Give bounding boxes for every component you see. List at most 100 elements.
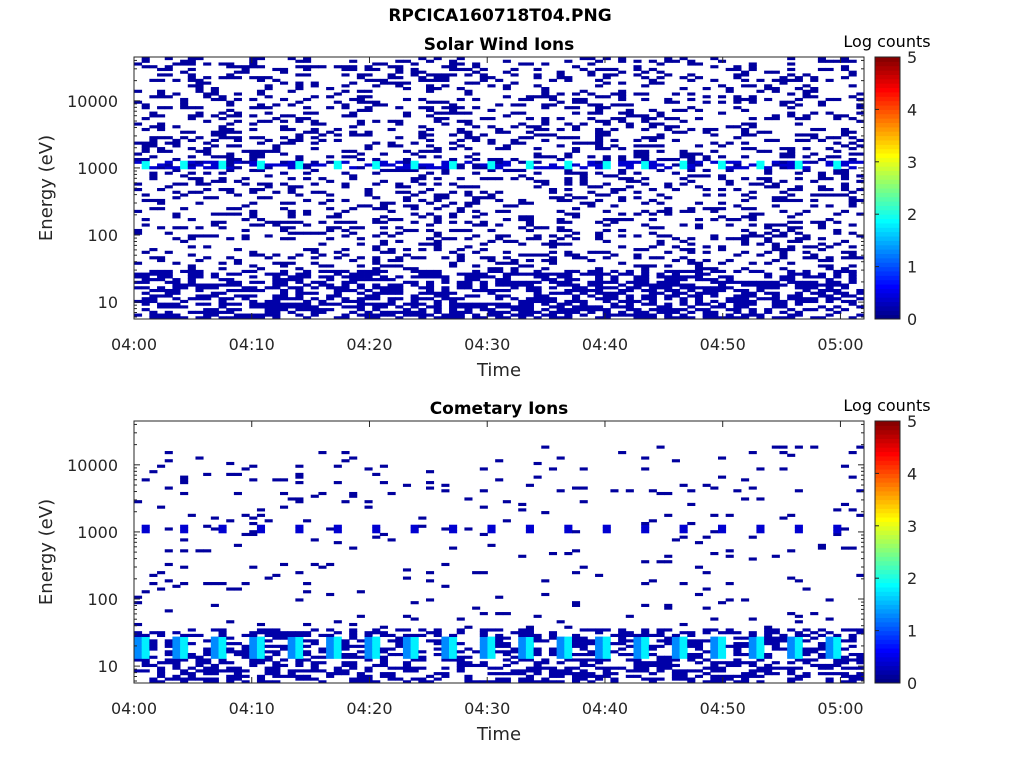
heatmap-cell <box>180 491 189 496</box>
heatmap-cell <box>449 108 458 112</box>
heatmap-cell <box>533 280 542 284</box>
heatmap-cell <box>249 464 258 468</box>
heatmap-cell <box>464 133 473 137</box>
heatmap-cell <box>349 130 358 134</box>
heatmap-cell <box>794 122 803 126</box>
heatmap-cell <box>187 62 196 66</box>
heatmap-cell <box>426 87 435 91</box>
heatmap-cell <box>487 196 496 200</box>
heatmap-cell <box>318 302 327 306</box>
heatmap-cell <box>456 258 465 263</box>
heatmap-cell <box>856 674 865 678</box>
heatmap-cell <box>310 95 319 99</box>
heatmap-cell <box>502 658 511 662</box>
heatmap-cell <box>195 655 204 659</box>
heatmap-cell <box>848 73 857 77</box>
heatmap-cell <box>395 286 404 290</box>
heatmap-cell <box>256 305 266 309</box>
heatmap-cell <box>372 663 381 668</box>
heatmap-cell <box>218 117 227 121</box>
heatmap-cell <box>464 674 473 678</box>
heatmap-cell <box>449 297 458 301</box>
colorbar-swatch <box>875 78 900 84</box>
heatmap-cell <box>272 573 281 577</box>
heatmap-cell <box>833 171 842 175</box>
colorbar-swatch <box>875 174 900 180</box>
heatmap-cell <box>272 628 281 632</box>
heatmap-cell <box>741 237 750 241</box>
heatmap-cell <box>241 288 250 293</box>
heatmap-cell <box>618 147 627 151</box>
heatmap-cell <box>556 92 565 96</box>
heatmap-cell <box>272 672 281 676</box>
heatmap-cell <box>794 655 803 659</box>
heatmap-cell <box>618 111 627 115</box>
heatmap-cell <box>195 549 204 553</box>
heatmap-cell <box>180 538 189 542</box>
heatmap-cell <box>218 125 227 129</box>
heatmap-cell <box>210 283 219 287</box>
heatmap-cell <box>817 628 826 632</box>
heatmap-cell <box>333 65 342 69</box>
heatmap-cell <box>210 144 219 148</box>
heatmap-cell <box>764 84 773 88</box>
heatmap-cell <box>464 111 473 115</box>
heatmap-cell <box>280 663 289 668</box>
heatmap-cell <box>748 212 757 216</box>
heatmap-cell <box>802 168 811 173</box>
heatmap-cell <box>564 166 573 170</box>
heatmap-cell <box>564 122 573 126</box>
heatmap-cell <box>710 617 719 621</box>
heatmap-cell <box>333 133 342 137</box>
heatmap-cell <box>810 286 819 290</box>
x-tick-label: 04:20 <box>346 335 392 354</box>
heatmap-cell <box>548 305 558 309</box>
heatmap-cell <box>548 234 558 238</box>
heatmap-cell <box>256 196 266 200</box>
heatmap-cell <box>656 114 665 118</box>
heatmap-cell <box>748 294 757 298</box>
colorbar-swatch <box>875 201 900 206</box>
heatmap-cell <box>502 500 511 504</box>
heatmap-cell <box>141 650 150 654</box>
heatmap-cell <box>479 256 488 260</box>
heatmap-cell <box>426 108 435 112</box>
heatmap-cell <box>472 313 481 317</box>
heatmap-cell <box>464 204 473 208</box>
heatmap-cell <box>402 680 412 684</box>
heatmap-cell <box>510 204 519 208</box>
heatmap-cell <box>349 278 358 282</box>
heatmap-cell <box>848 201 857 205</box>
heatmap-cell <box>287 138 296 143</box>
heatmap-cell <box>272 147 281 151</box>
heatmap-cell <box>710 299 719 304</box>
heatmap-cell <box>203 652 212 657</box>
heatmap-cell <box>679 283 688 287</box>
heatmap-cell <box>402 310 412 314</box>
heatmap-cell <box>372 294 381 298</box>
heatmap-cell <box>741 283 750 287</box>
heatmap-cell <box>702 288 711 293</box>
heatmap-cell <box>748 663 757 668</box>
heatmap-cell <box>172 650 181 654</box>
heatmap-cell <box>840 308 850 312</box>
heatmap-cell <box>418 248 427 252</box>
colorbar-tick-label: 2 <box>907 205 917 224</box>
heatmap-cell <box>441 316 450 320</box>
heatmap-cell <box>495 305 504 309</box>
heatmap-cell <box>572 283 581 287</box>
heatmap-cell <box>464 527 473 531</box>
heatmap-cell <box>218 133 227 137</box>
heatmap-cell <box>426 280 435 284</box>
heatmap-cell <box>487 666 496 670</box>
heatmap-cell <box>410 642 419 646</box>
heatmap-cell <box>433 198 442 203</box>
heatmap-cell <box>595 160 604 164</box>
heatmap-cell <box>303 198 312 203</box>
heatmap-cell <box>172 215 181 219</box>
heatmap-cell <box>541 677 550 681</box>
heatmap-cell <box>664 269 673 274</box>
heatmap-cell <box>694 185 704 189</box>
heatmap-cell <box>748 84 757 88</box>
heatmap-cell <box>249 122 258 126</box>
